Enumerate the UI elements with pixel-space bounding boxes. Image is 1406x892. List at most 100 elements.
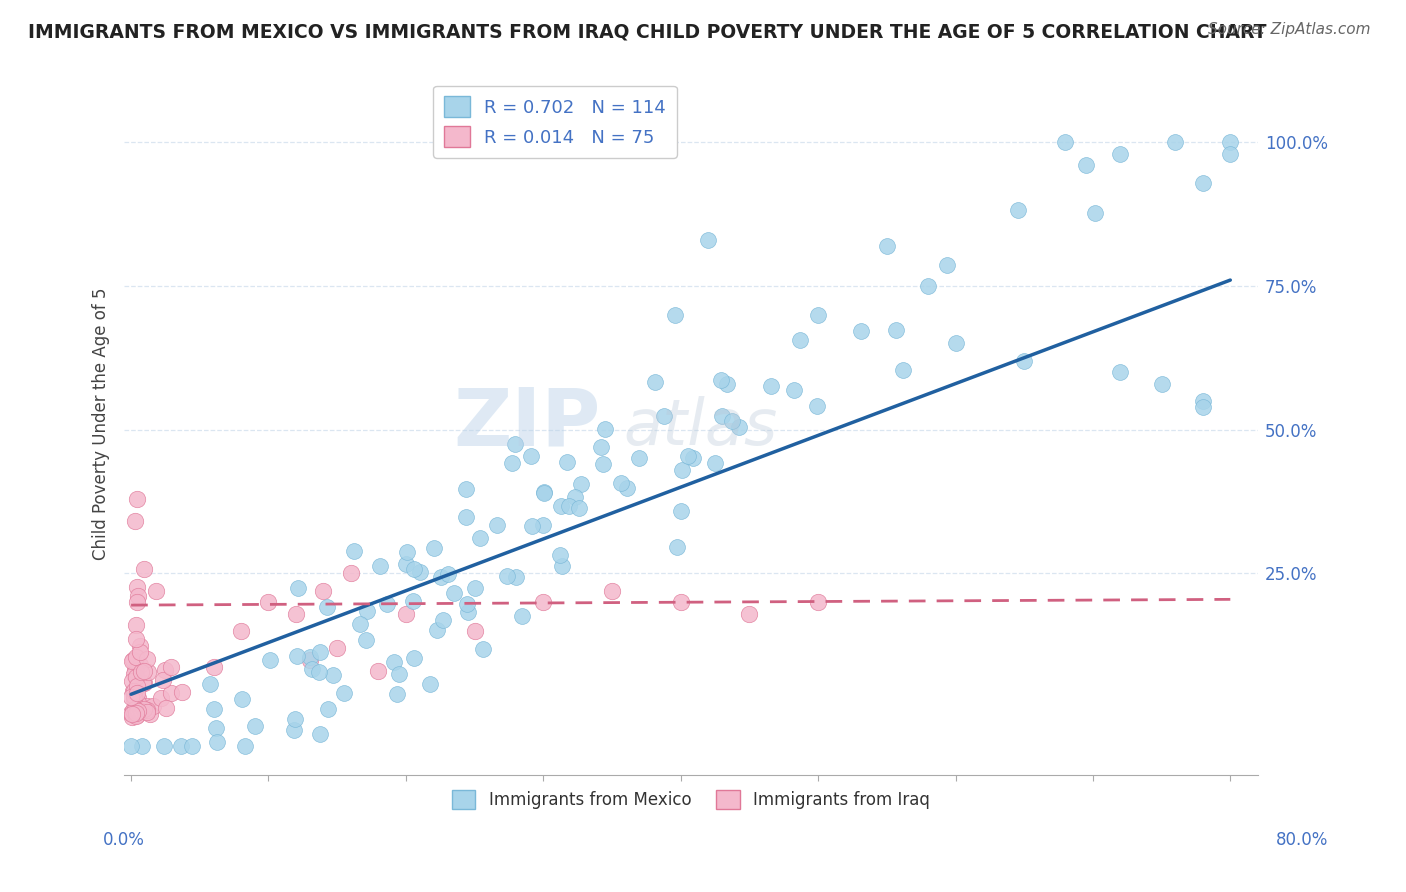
- Point: [375, 598, 398, 612]
- Point: [664, 309, 686, 323]
- Point: [1076, 158, 1098, 172]
- Point: [142, 699, 165, 714]
- Y-axis label: Child Poverty Under the Age of 5: Child Poverty Under the Age of 5: [93, 287, 110, 560]
- Point: [510, 608, 533, 623]
- Point: [122, 689, 145, 703]
- Point: [136, 652, 159, 666]
- Point: [152, 673, 174, 687]
- Point: [593, 422, 616, 436]
- Point: [807, 308, 830, 322]
- Point: [396, 545, 419, 559]
- Point: [710, 372, 733, 386]
- Point: [600, 583, 623, 598]
- Point: [1054, 135, 1077, 149]
- Point: [505, 570, 527, 584]
- Point: [202, 702, 225, 716]
- Point: [316, 600, 339, 615]
- Point: [485, 517, 508, 532]
- Point: [139, 707, 162, 722]
- Point: [160, 660, 183, 674]
- Point: [122, 703, 145, 717]
- Point: [728, 420, 751, 434]
- Point: [404, 562, 426, 576]
- Point: [1219, 135, 1241, 149]
- Point: [519, 449, 541, 463]
- Point: [283, 723, 305, 738]
- Point: [287, 581, 309, 595]
- Point: [704, 456, 727, 470]
- Point: [131, 739, 153, 753]
- Point: [343, 544, 366, 558]
- Point: [257, 595, 280, 609]
- Point: [160, 686, 183, 700]
- Point: [1109, 146, 1132, 161]
- Point: [432, 613, 454, 627]
- Point: [652, 409, 675, 423]
- Text: atlas: atlas: [623, 396, 778, 458]
- Point: [121, 710, 143, 724]
- Point: [783, 383, 806, 397]
- Point: [671, 463, 693, 477]
- Point: [202, 660, 225, 674]
- Point: [426, 623, 449, 637]
- Point: [356, 604, 378, 618]
- Point: [385, 687, 408, 701]
- Point: [404, 651, 426, 665]
- Point: [127, 491, 149, 506]
- Point: [129, 657, 152, 672]
- Point: [682, 450, 704, 465]
- Point: [456, 597, 478, 611]
- Point: [132, 676, 155, 690]
- Point: [568, 500, 591, 515]
- Point: [122, 683, 145, 698]
- Point: [430, 570, 453, 584]
- Point: [132, 702, 155, 716]
- Point: [472, 641, 495, 656]
- Point: [716, 377, 738, 392]
- Point: [124, 663, 146, 677]
- Point: [558, 499, 581, 513]
- Point: [129, 645, 152, 659]
- Point: [135, 699, 157, 714]
- Point: [402, 593, 425, 607]
- Point: [284, 712, 307, 726]
- Point: [229, 624, 252, 638]
- Point: [205, 734, 228, 748]
- Point: [125, 594, 148, 608]
- Point: [125, 650, 148, 665]
- Point: [423, 541, 446, 556]
- Point: [1150, 376, 1173, 391]
- Point: [124, 702, 146, 716]
- Point: [548, 548, 571, 562]
- Point: [124, 632, 146, 647]
- Point: [945, 336, 967, 351]
- Point: [129, 665, 152, 679]
- Point: [125, 709, 148, 723]
- Point: [170, 685, 193, 699]
- Point: [318, 702, 340, 716]
- Point: [627, 450, 650, 465]
- Point: [312, 583, 335, 598]
- Point: [419, 676, 441, 690]
- Point: [893, 363, 915, 377]
- Point: [298, 649, 321, 664]
- Point: [738, 607, 761, 621]
- Point: [388, 667, 411, 681]
- Point: [121, 653, 143, 667]
- Point: [367, 665, 389, 679]
- Point: [464, 581, 486, 595]
- Point: [936, 258, 959, 272]
- Point: [170, 739, 193, 753]
- Point: [129, 639, 152, 653]
- Point: [501, 456, 523, 470]
- Point: [127, 589, 149, 603]
- Point: [1191, 400, 1213, 414]
- Point: [124, 706, 146, 720]
- Point: [121, 706, 143, 721]
- Point: [591, 440, 613, 454]
- Point: [150, 691, 173, 706]
- Point: [308, 645, 330, 659]
- Point: [309, 727, 332, 741]
- Point: [551, 558, 574, 573]
- Point: [125, 686, 148, 700]
